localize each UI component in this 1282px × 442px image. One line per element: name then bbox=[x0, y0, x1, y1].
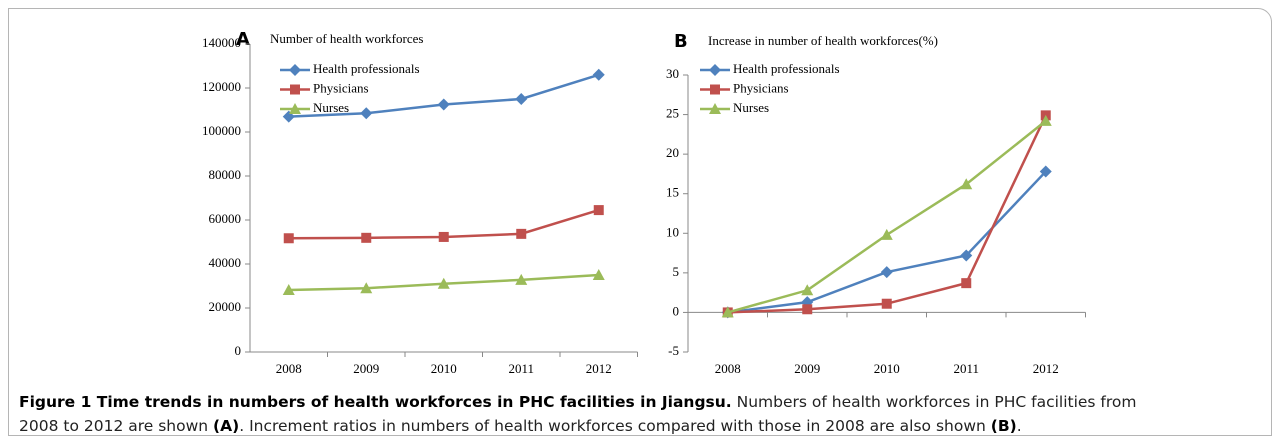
caption-line: 2008 to 2012 are shown (A). Increment ra… bbox=[19, 414, 1269, 438]
x-tick-label: 2010 bbox=[874, 361, 900, 376]
caption-text: Numbers of health workforces in PHC faci… bbox=[731, 393, 1137, 411]
figure-frame bbox=[8, 8, 1272, 436]
y-tick-label: 140000 bbox=[202, 35, 241, 50]
data-point bbox=[516, 228, 527, 239]
y-tick-label: 20000 bbox=[209, 299, 242, 314]
y-tick-label: 80000 bbox=[209, 167, 242, 182]
y-tick-label: 20 bbox=[666, 145, 679, 160]
data-point bbox=[880, 266, 893, 279]
x-tick-label: 2009 bbox=[353, 361, 379, 376]
y-tick-label: 10 bbox=[666, 224, 679, 239]
series-line bbox=[727, 114, 1047, 314]
data-point bbox=[960, 249, 973, 262]
y-tick-label: 40000 bbox=[209, 255, 242, 270]
x-tick-label: 2010 bbox=[431, 361, 457, 376]
caption-text: . bbox=[1016, 417, 1022, 435]
caption-text: 2008 to 2012 are shown bbox=[19, 417, 214, 435]
legend-marker bbox=[709, 103, 721, 114]
data-point bbox=[721, 306, 734, 318]
x-tick-label: 2008 bbox=[276, 361, 302, 376]
y-tick-label: 100000 bbox=[202, 123, 241, 138]
caption-text: . Increment ratios in numbers of health … bbox=[239, 417, 991, 435]
y-tick-label: 0 bbox=[235, 343, 242, 358]
caption: Figure 1 Time trends in numbers of healt… bbox=[19, 390, 1269, 438]
panel-label: B bbox=[674, 31, 688, 52]
data-point bbox=[437, 98, 450, 111]
x-tick-label: 2012 bbox=[1033, 361, 1059, 376]
legend-marker bbox=[289, 103, 301, 114]
caption-text: (B) bbox=[990, 417, 1017, 435]
legend-label: Nurses bbox=[313, 100, 349, 115]
y-tick-label: 120000 bbox=[202, 79, 241, 94]
legend-marker bbox=[710, 84, 720, 95]
data-point bbox=[515, 93, 528, 105]
data-point bbox=[438, 231, 449, 242]
chart-title: Increase in number of health workforces(… bbox=[708, 33, 938, 48]
legend-label: Nurses bbox=[733, 100, 769, 115]
data-point bbox=[801, 284, 814, 296]
panel-label: A bbox=[236, 29, 250, 50]
x-tick-label: 2011 bbox=[953, 361, 979, 376]
caption-line: Figure 1 Time trends in numbers of healt… bbox=[19, 390, 1269, 414]
caption-text: Figure 1 Time trends in numbers of healt… bbox=[19, 393, 732, 411]
y-tick-label: 60000 bbox=[209, 211, 242, 226]
x-tick-label: 2009 bbox=[794, 361, 820, 376]
data-point bbox=[361, 232, 372, 243]
y-tick-label: 30 bbox=[666, 66, 679, 81]
data-point bbox=[592, 68, 605, 81]
data-point bbox=[881, 298, 892, 309]
data-point bbox=[1039, 165, 1052, 178]
y-tick-label: 25 bbox=[666, 106, 679, 121]
legend-label: Physicians bbox=[313, 80, 369, 95]
data-point bbox=[592, 269, 605, 280]
data-point bbox=[961, 278, 972, 289]
data-point bbox=[593, 205, 604, 216]
legend-label: Health professionals bbox=[313, 61, 420, 76]
legend-label: Physicians bbox=[733, 80, 789, 95]
data-point bbox=[282, 283, 295, 295]
series-line bbox=[727, 170, 1047, 314]
data-point bbox=[360, 282, 373, 294]
legend-marker bbox=[709, 64, 721, 76]
data-point bbox=[437, 277, 450, 289]
data-point bbox=[880, 228, 893, 240]
data-point bbox=[283, 233, 294, 244]
chart-title: Number of health workforces bbox=[270, 31, 423, 46]
y-tick-label: 15 bbox=[666, 185, 679, 200]
y-tick-label: 0 bbox=[673, 303, 680, 318]
data-point bbox=[960, 178, 973, 190]
y-tick-label: -5 bbox=[668, 343, 679, 358]
caption-text: (A) bbox=[213, 417, 240, 435]
figure: A Number of health workforces 0 20000 40000 6… bbox=[202, 29, 1086, 376]
data-point bbox=[802, 304, 813, 315]
data-point bbox=[515, 273, 528, 285]
legend-marker bbox=[290, 84, 300, 95]
x-tick-label: 2008 bbox=[715, 361, 741, 376]
data-point bbox=[1039, 114, 1052, 126]
legend-marker bbox=[289, 64, 301, 76]
data-point bbox=[360, 107, 373, 120]
x-tick-label: 2011 bbox=[508, 361, 534, 376]
y-tick-label: 5 bbox=[673, 264, 680, 279]
legend-label: Health professionals bbox=[733, 61, 840, 76]
x-tick-label: 2012 bbox=[586, 361, 612, 376]
